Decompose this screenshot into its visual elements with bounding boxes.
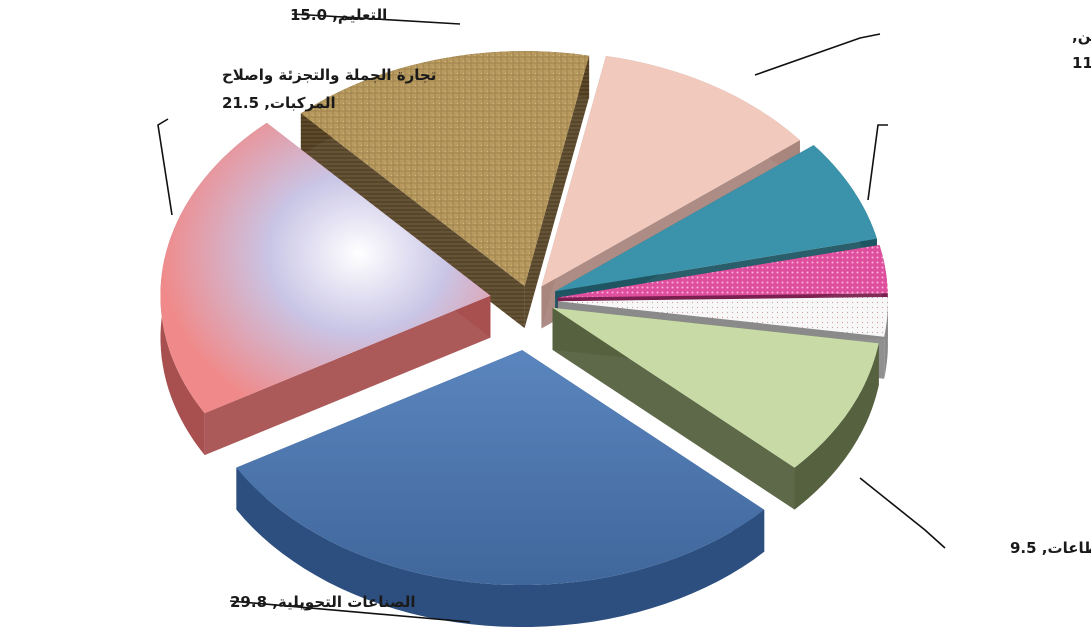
slice-top <box>552 307 879 468</box>
data-label-line: 11.2 <box>1072 54 1091 72</box>
pie-slice-0 <box>236 350 765 627</box>
data-label-7: تجارة الجملة والتجزئة واصلاح المركبات, 21… <box>222 66 436 112</box>
slice-face <box>524 55 590 329</box>
pie-slice-1 <box>552 307 879 510</box>
data-label-line: التعليم, 15.0 <box>290 6 387 24</box>
leader-line-1 <box>859 477 946 549</box>
data-label-line: المركبات, 21.5 <box>222 94 336 112</box>
data-label-line: الصناعات التحويلية, 29.8 <box>230 593 416 611</box>
slice-face <box>300 113 525 329</box>
leader-line-5 <box>754 33 881 76</box>
slice-top <box>300 51 590 287</box>
slice-top <box>236 350 765 585</box>
data-label-line: باقي القطاعات, 9.5 <box>1010 539 1091 557</box>
leader-line-0 <box>229 600 471 623</box>
slice-top <box>541 56 800 287</box>
data-label-1: باقي القطاعات, 9.5 <box>1010 539 1091 557</box>
data-label-line: تجارة الجملة والتجزئة واصلاح <box>222 66 436 84</box>
data-label-line: الأنشطة المالية وأنشطة التأمين, <box>1072 26 1091 45</box>
slice-top <box>160 122 491 414</box>
slice-top <box>555 145 877 292</box>
pie-slice-7 <box>160 122 491 456</box>
slice-top <box>557 245 888 298</box>
data-label-0: الصناعات التحويلية, 29.8 <box>230 593 416 611</box>
slice-side <box>794 343 879 510</box>
leader-line-6 <box>291 13 461 25</box>
data-label-6: التعليم, 15.0 <box>290 6 387 24</box>
slice-face <box>552 307 795 510</box>
slice-top <box>557 297 888 337</box>
leader-line-4 <box>867 124 888 201</box>
data-label-5: الأنشطة المالية وأنشطة التأمين, 11.2 <box>1072 26 1091 72</box>
pie-slice-6 <box>300 51 590 329</box>
slice-face <box>204 295 491 456</box>
leader-line-7 <box>157 118 173 216</box>
slice-side <box>236 467 765 627</box>
